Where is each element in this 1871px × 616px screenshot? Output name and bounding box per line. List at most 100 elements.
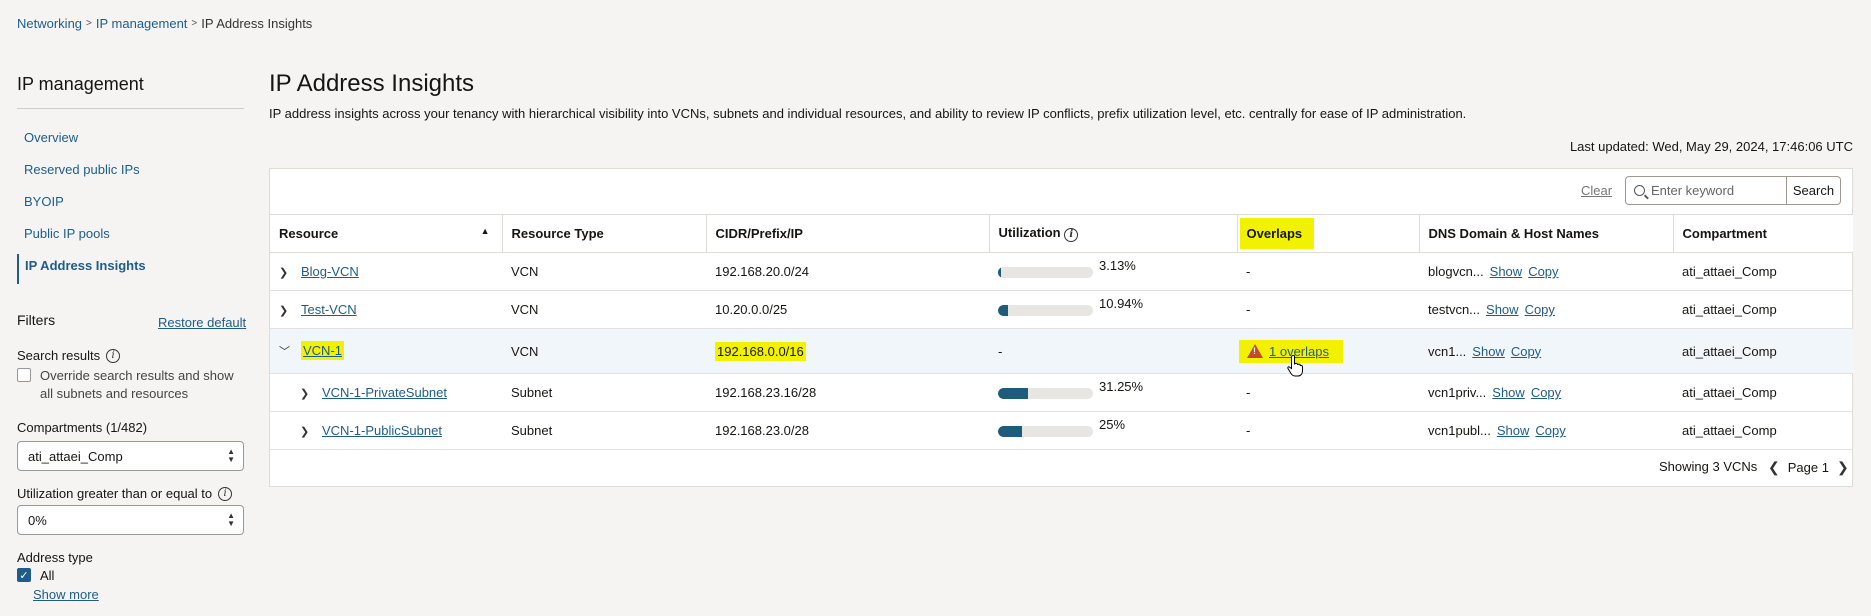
resource-link[interactable]: VCN-1 [301, 341, 345, 360]
utilization-bar [998, 388, 1093, 400]
copy-link[interactable]: Copy [1524, 302, 1555, 317]
info-icon[interactable]: i [218, 486, 233, 501]
nav-divider [17, 108, 244, 109]
utilization-bar-fill [998, 388, 1028, 400]
utilization-bar [998, 267, 1093, 279]
resource-link[interactable]: VCN-1-PrivateSubnet [322, 385, 447, 400]
all-checkbox[interactable]: ✓ [17, 568, 31, 582]
utilization-bar-fill [998, 267, 1001, 279]
type-cell: VCN [502, 328, 706, 374]
copy-link[interactable]: Copy [1510, 343, 1542, 359]
nav-item-byoip[interactable]: BYOIP [24, 194, 64, 209]
sort-ascending-icon: ▲ [480, 226, 490, 236]
overlaps-cell: - [1237, 411, 1419, 450]
search-button[interactable]: Search [1786, 176, 1841, 205]
column-header-utilization[interactable]: Utilization i [989, 214, 1238, 253]
resource-cell: ❯ Test-VCN [270, 290, 502, 329]
override-checkbox[interactable] [17, 368, 31, 382]
overlaps-cell: - [1237, 373, 1419, 412]
nav-title: IP management [17, 74, 144, 94]
breadcrumb-ip-management[interactable]: IP management [95, 16, 188, 31]
breadcrumb-separator-icon: > [86, 18, 92, 29]
insights-table: Resource ▲ Resource Type CIDR/Prefix/IP U… [270, 214, 1853, 450]
show-link[interactable]: Show [1492, 385, 1525, 400]
copy-link[interactable]: Copy [1535, 423, 1566, 438]
utilization-bar [998, 426, 1093, 438]
table-row: ❯ Blog-VCN VCN 192.168.20.0/24 3.13% - bl… [270, 252, 1853, 291]
show-link[interactable]: Show [1486, 302, 1519, 317]
overlaps-badge[interactable]: 1 overlaps [1239, 339, 1343, 363]
chevron-right-icon[interactable]: ❯ [1836, 459, 1849, 475]
cidr-cell: 10.20.0.0/25 [706, 290, 989, 329]
dns-cell: vcn1priv... Show Copy [1419, 373, 1673, 412]
chevron-right-icon[interactable]: ❯ [279, 305, 289, 317]
column-header-cidr[interactable]: CIDR/Prefix/IP [706, 214, 990, 253]
column-header-overlaps[interactable]: Overlaps [1237, 214, 1420, 253]
resource-link[interactable]: Blog-VCN [301, 264, 359, 279]
copy-link[interactable]: Copy [1530, 385, 1562, 400]
dns-cell: testvcn... Show Copy [1419, 290, 1673, 329]
utilization-select[interactable]: 0% ▲ ▼ [17, 505, 244, 535]
compartment-cell: ati_attaei_Comp [1673, 252, 1853, 291]
page-title: IP Address Insights [269, 70, 475, 97]
column-label: Utilization [998, 225, 1061, 241]
column-header-resource-type[interactable]: Resource Type [502, 214, 707, 253]
resource-link[interactable]: Test-VCN [301, 302, 357, 317]
chevron-right-icon[interactable]: ❯ [279, 267, 289, 279]
type-cell: Subnet [502, 373, 706, 412]
breadcrumb-networking[interactable]: Networking [17, 16, 83, 31]
dns-cell: vcn1publ... Show Copy [1419, 411, 1673, 450]
column-header-resource[interactable]: Resource ▲ [270, 214, 503, 253]
breadcrumb: Networking > IP management > IP Address … [17, 16, 312, 31]
info-icon[interactable]: i [1064, 227, 1079, 242]
search-icon [1634, 185, 1645, 196]
column-header-dns[interactable]: DNS Domain & Host Names [1419, 214, 1674, 253]
show-link[interactable]: Show [1472, 343, 1505, 359]
show-link[interactable]: Show [1489, 264, 1523, 279]
overlaps-link[interactable]: 1 overlaps [1269, 343, 1329, 359]
clear-link[interactable]: Clear [1581, 183, 1613, 198]
search-input[interactable]: Enter keyword [1625, 176, 1787, 205]
utilization-cell: 31.25% [989, 373, 1237, 412]
utilization-filter-label: Utilization greater than or equal to i [17, 486, 233, 501]
select-arrows-icon: ▲ ▼ [227, 511, 235, 528]
chevron-right-icon[interactable]: ❯ [300, 426, 310, 438]
compartment-select[interactable]: ati_attaei_Comp ▲ ▼ [17, 441, 244, 471]
compartment-cell: ati_attaei_Comp [1673, 328, 1853, 374]
nav-item-public-ip-pools[interactable]: Public IP pools [24, 226, 110, 241]
utilization-bar-fill [998, 305, 1009, 317]
search-results-label: Search results i [17, 348, 121, 363]
dns-cell: blogvcn... Show Copy [1419, 252, 1673, 291]
info-icon[interactable]: i [106, 348, 121, 363]
chevron-right-icon[interactable]: ❯ [300, 388, 310, 400]
copy-link[interactable]: Copy [1528, 264, 1559, 279]
type-cell: Subnet [502, 411, 706, 450]
search-results-text: Search results [17, 348, 101, 363]
resource-link[interactable]: VCN-1-PublicSubnet [322, 423, 442, 438]
utilization-bar [998, 305, 1093, 317]
pagination: ❮ Page 1 ❯ [1768, 459, 1849, 476]
override-label: Override search results and show all sub… [40, 368, 234, 401]
overlaps-cell: - [1237, 252, 1419, 291]
chevron-down-icon[interactable]: ﹀ [279, 346, 290, 358]
table-row: ﹀ VCN-1 VCN 192.168.0.0/16 - 1 overlaps v… [270, 328, 1853, 374]
breadcrumb-separator-icon: > [191, 18, 198, 29]
type-cell: VCN [502, 290, 706, 329]
nav-item-ip-address-insights[interactable]: IP Address Insights [17, 254, 244, 284]
show-more-link[interactable]: Show more [33, 587, 99, 602]
compartments-label: Compartments (1/482) [17, 420, 148, 435]
compartment-cell: ati_attaei_Comp [1673, 373, 1853, 412]
restore-default-link[interactable]: Restore default [158, 315, 247, 330]
address-type-label: Address type [17, 550, 93, 565]
cidr-value: 192.168.0.0/16 [715, 341, 806, 361]
nav-item-reserved-public-ips[interactable]: Reserved public IPs [24, 162, 140, 177]
utilization-value: 31.25% [1099, 379, 1144, 394]
hand-pointer-icon [1287, 355, 1303, 377]
cidr-cell: 192.168.23.16/28 [706, 373, 989, 412]
column-header-compartment[interactable]: Compartment [1673, 214, 1853, 253]
utilization-cell: 25% [989, 411, 1237, 450]
utilization-filter-text: Utilization greater than or equal to [17, 486, 213, 501]
nav-item-overview[interactable]: Overview [24, 130, 79, 145]
chevron-left-icon[interactable]: ❮ [1768, 459, 1780, 475]
show-link[interactable]: Show [1496, 423, 1530, 438]
